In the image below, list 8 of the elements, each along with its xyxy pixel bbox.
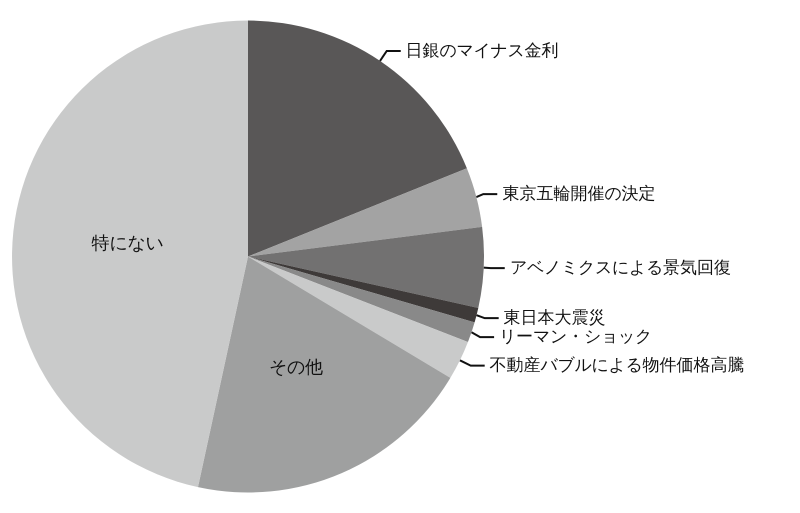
slice-label: アベノミクスによる景気回復: [510, 258, 731, 278]
slice-label: 特にない: [92, 233, 164, 254]
slice-label: その他: [269, 357, 324, 378]
slice-label: 日銀のマイナス金利: [406, 40, 559, 61]
slice-label: 東京五輪開催の決定: [502, 184, 656, 204]
slice-label: リーマン・ショック: [499, 327, 652, 348]
slice-label: 東日本大震災: [504, 308, 606, 328]
slice-label: 不動産バブルによる物件価格高騰: [490, 356, 745, 376]
